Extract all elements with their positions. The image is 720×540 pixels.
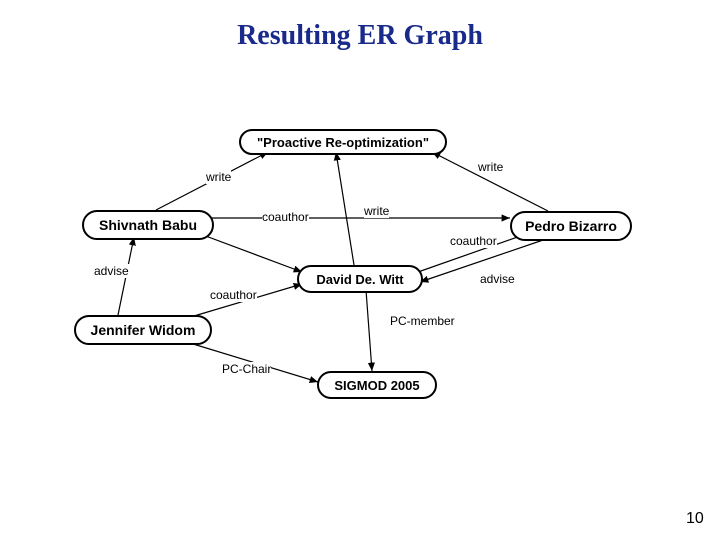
edge-label-write: write <box>206 170 231 184</box>
node-pedro-bizarro: Pedro Bizarro <box>510 211 632 241</box>
page-number: 10 <box>686 510 704 528</box>
edge-label-coauthor: coauthor <box>210 288 257 302</box>
node-david-dewitt: David De. Witt <box>297 265 423 293</box>
edge-label-advise: advise <box>480 272 515 286</box>
edge-label-write: write <box>478 160 503 174</box>
edge-label-write: write <box>364 204 389 218</box>
edge-label-advise: advise <box>94 264 129 278</box>
node-shivnath-babu: Shivnath Babu <box>82 210 214 240</box>
node-proactive-reoptimization: "Proactive Re-optimization" <box>239 129 447 155</box>
node-jennifer-widom: Jennifer Widom <box>74 315 212 345</box>
edge-label-pc-chair: PC-Chair <box>222 362 271 376</box>
edge-label-pc-member: PC-member <box>390 314 455 328</box>
edge-label-coauthor: coauthor <box>262 210 309 224</box>
node-sigmod-2005: SIGMOD 2005 <box>317 371 437 399</box>
edge-label-coauthor: coauthor <box>450 234 497 248</box>
